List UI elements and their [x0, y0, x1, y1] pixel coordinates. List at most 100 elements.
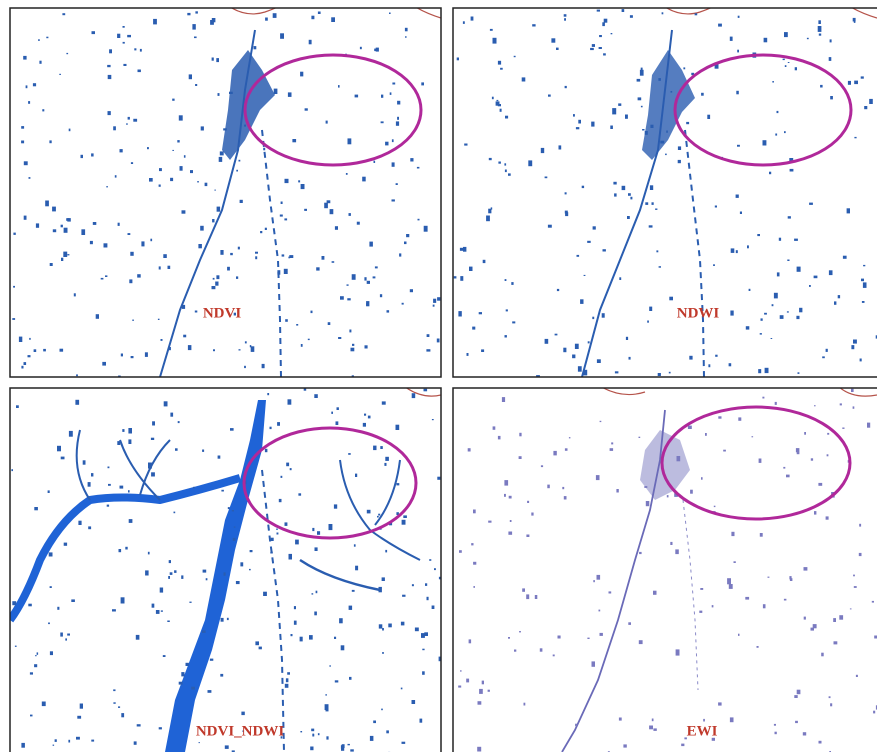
water-pixel [301, 184, 305, 189]
water-pixel [284, 218, 287, 220]
water-pixel [71, 599, 75, 602]
water-pixel [703, 719, 705, 722]
water-pixel [133, 119, 137, 122]
water-pixel [370, 736, 374, 741]
water-pixel [749, 289, 751, 291]
water-pixel [415, 628, 419, 632]
water-pixel [578, 366, 582, 372]
water-pixel [774, 724, 776, 726]
water-pixel [787, 311, 789, 312]
water-pixel [859, 553, 862, 556]
water-pixel [136, 635, 140, 640]
water-pixel [128, 428, 132, 434]
water-pixel [168, 266, 171, 269]
water-pixel [861, 76, 864, 78]
water-pixel [650, 185, 653, 190]
water-pixel [286, 463, 289, 467]
water-pixel [630, 15, 633, 18]
water-pixel [352, 274, 356, 280]
water-pixel [42, 702, 46, 707]
water-pixel [610, 126, 613, 130]
water-pixel [12, 318, 15, 320]
water-pixel [128, 233, 131, 235]
water-pixel [122, 429, 124, 432]
water-pixel [49, 140, 51, 143]
water-pixel [760, 533, 763, 537]
water-pixel [228, 507, 230, 509]
water-pixel [227, 267, 230, 271]
water-pixel [26, 85, 28, 88]
water-pixel [459, 550, 462, 553]
water-pixel [599, 35, 602, 37]
water-pixel [325, 694, 327, 695]
water-pixel [123, 26, 125, 28]
water-pixel [577, 255, 580, 257]
water-pixel [113, 126, 116, 130]
water-pixel [373, 721, 376, 724]
water-pixel [67, 634, 70, 636]
water-pixel [522, 588, 525, 591]
water-pixel [152, 604, 155, 608]
water-pixel [199, 742, 201, 743]
water-pixel [565, 192, 567, 194]
water-pixel [337, 407, 339, 410]
panel-label: NDVI_NDWI [196, 723, 285, 739]
water-pixel [522, 77, 526, 81]
water-pixel [432, 419, 434, 420]
water-pixel [348, 138, 352, 144]
water-pixel [159, 266, 161, 269]
water-pixel [153, 19, 157, 25]
water-pixel [389, 13, 391, 15]
water-pixel [829, 57, 832, 61]
water-pixel [602, 313, 605, 318]
water-pixel [386, 730, 389, 733]
water-pixel [244, 366, 246, 368]
water-pixel [401, 688, 403, 690]
water-pixel [466, 679, 469, 683]
water-pixel [203, 570, 207, 573]
water-pixel [820, 85, 823, 88]
water-pixel [510, 520, 512, 522]
water-pixel [562, 487, 564, 489]
water-pixel [270, 427, 272, 429]
water-pixel [788, 216, 791, 218]
water-pixel [28, 355, 31, 357]
water-pixel [12, 601, 16, 605]
water-pixel [622, 9, 625, 12]
water-pixel [335, 680, 339, 682]
water-pixel [795, 67, 797, 70]
water-pixel [312, 593, 314, 594]
water-pixel [412, 393, 416, 398]
water-pixel [50, 263, 53, 266]
water-pixel [787, 260, 789, 262]
water-pixel [91, 153, 94, 156]
water-pixel [671, 91, 673, 93]
water-pixel [402, 303, 404, 305]
water-pixel [312, 734, 314, 737]
water-pixel [789, 576, 791, 579]
water-pixel [179, 115, 183, 120]
water-pixel [565, 211, 568, 214]
water-pixel [37, 652, 39, 654]
water-pixel [127, 35, 131, 37]
water-pixel [619, 277, 621, 280]
water-pixel [587, 241, 591, 243]
water-pixel [826, 349, 828, 352]
water-pixel [532, 24, 535, 26]
water-pixel [194, 37, 197, 39]
water-pixel [189, 74, 192, 79]
water-pixel [760, 333, 762, 335]
water-pixel [417, 167, 420, 169]
water-pixel [374, 49, 376, 52]
water-pixel [675, 549, 679, 554]
water-pixel [867, 423, 870, 428]
water-pixel [591, 122, 594, 127]
water-pixel [467, 353, 469, 356]
water-pixel [324, 203, 328, 209]
water-pixel [382, 652, 384, 654]
water-pixel [840, 403, 842, 405]
water-pixel [597, 10, 600, 12]
water-pixel [814, 511, 816, 514]
water-pixel [599, 610, 601, 612]
water-pixel [826, 516, 829, 519]
